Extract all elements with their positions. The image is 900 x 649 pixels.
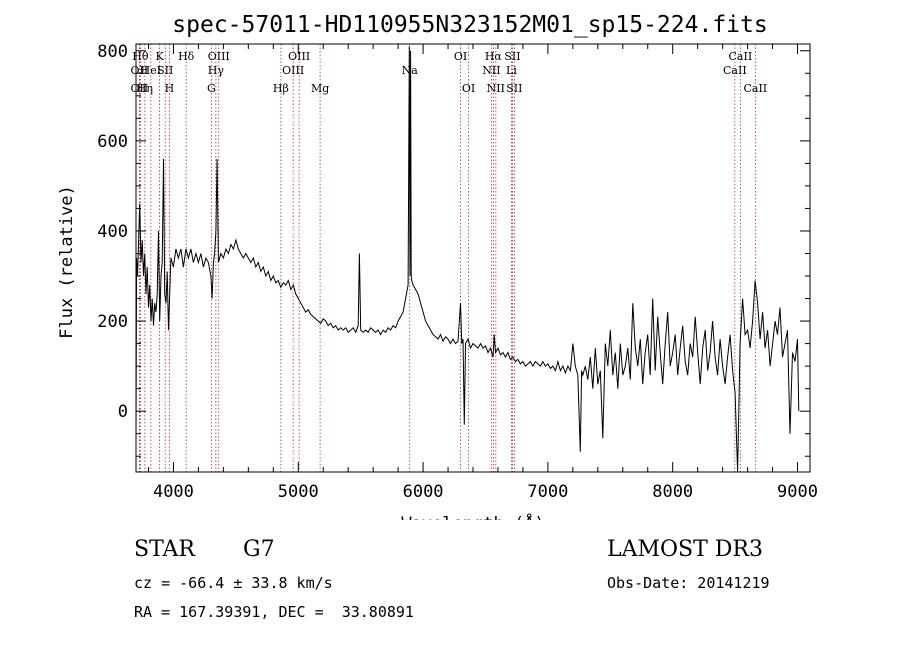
spectral-line-label: OII [131, 82, 149, 95]
x-tick-label: 6000 [403, 482, 444, 502]
y-tick-label: 600 [97, 132, 128, 152]
x-tick-label: 5000 [278, 482, 319, 502]
redshift-readout: cz = -66.4 ± 33.8 km/s [134, 574, 333, 592]
spectral-line-label: Li [506, 64, 517, 77]
y-tick-label: 800 [97, 42, 128, 62]
data-layer [135, 46, 800, 473]
y-axis-label: Flux (relative) [57, 185, 77, 339]
spectral-line-label: NII [487, 82, 505, 95]
spectral-line-label: Hγ [208, 64, 225, 77]
spectral-line-label: CaII [743, 82, 767, 95]
object-subclass: G7 [243, 537, 275, 562]
spectral-line-label: SII [506, 82, 522, 95]
spectral-line-label: G [207, 82, 216, 95]
spectral-line-label: SII [157, 64, 173, 77]
spectral-line-label: OIII [288, 50, 310, 63]
spectral-line-label: Na [402, 64, 419, 77]
observation-date: Obs-Date: 20141219 [607, 574, 770, 592]
y-tick-label: 200 [97, 312, 128, 332]
flux-series-line [135, 46, 800, 473]
x-axis-label: Wavelength (Å) [401, 512, 544, 520]
spectral-line-label: Hθ [132, 50, 149, 63]
spectrum-chart: spec-57011-HD110955N323152M01_sp15-224.f… [57, 12, 818, 520]
spectral-line-label: Hδ [178, 50, 195, 63]
spectral-line-label: HeI [141, 64, 161, 77]
y-tick-label: 0 [118, 402, 128, 422]
spectral-line-label: CaII [729, 50, 753, 63]
spectral-line-label: CaII [723, 64, 747, 77]
spectral-line-label: H [165, 82, 175, 95]
spectral-line-label: OI [462, 82, 475, 95]
spectral-line-label: Mg [311, 82, 329, 95]
spectral-line-label: Hη [137, 82, 153, 95]
x-tick-label: 8000 [652, 482, 693, 502]
x-tick-label: 4000 [153, 482, 194, 502]
spectral-line-label: SII [504, 50, 520, 63]
y-tick-label: 400 [97, 222, 128, 242]
spectral-line-label: Hα [485, 50, 503, 63]
spectral-line-label: OII [131, 64, 149, 77]
axis-ticks: 4000 5000 6000 7000 8000 9000 0 200 400 600 800 [97, 42, 818, 502]
spectral-line-labels: HθOIIOIIHηHeIKSIIHHδGHγOIIIHβOIIIOIIIMgN… [131, 50, 768, 95]
x-tick-label: 7000 [527, 482, 568, 502]
spectral-line-label: Hβ [273, 82, 289, 95]
x-tick-label: 9000 [777, 482, 818, 502]
survey-name: LAMOST DR3 [607, 537, 763, 562]
spectral-line-label: OIII [208, 50, 230, 63]
coordinates-readout: RA = 167.39391, DEC = 33.80891 [134, 603, 414, 621]
chart-title: spec-57011-HD110955N323152M01_sp15-224.f… [172, 12, 767, 38]
spectral-line-label: K [155, 50, 164, 63]
plot-frame [135, 43, 811, 473]
spectral-line-label: OI [454, 50, 467, 63]
spectral-lines [138, 44, 756, 472]
spectral-line-label: NII [482, 64, 500, 77]
object-class: STAR [134, 537, 195, 562]
spectral-line-label: OIII [282, 64, 304, 77]
